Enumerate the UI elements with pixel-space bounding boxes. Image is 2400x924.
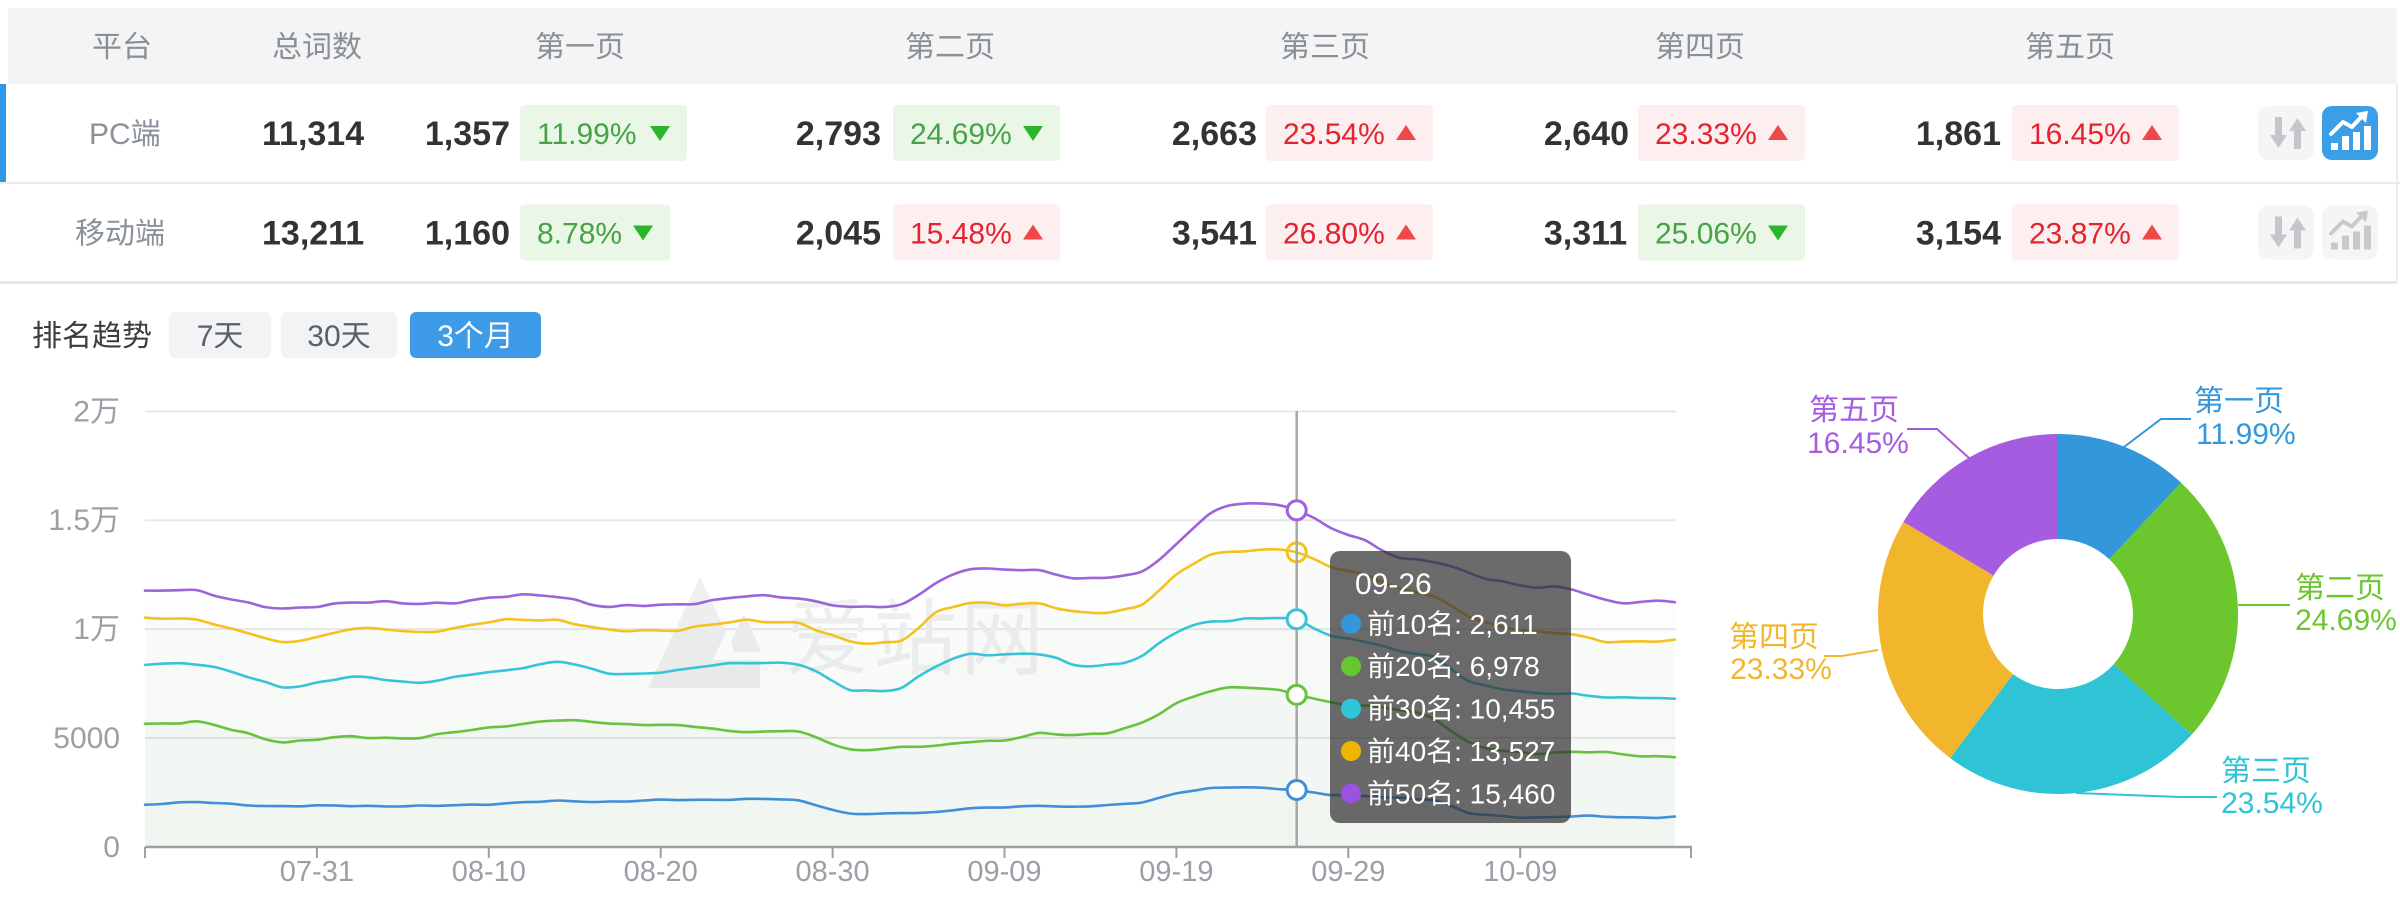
svg-text:08-10: 08-10	[452, 856, 526, 888]
svg-text:2,640: 2,640	[1544, 115, 1629, 153]
svg-text:09-26: 09-26	[1355, 568, 1432, 601]
svg-text:11.99%: 11.99%	[2196, 418, 2296, 451]
svg-text:30: 30	[1395, 694, 1426, 725]
svg-text:23.54%: 23.54%	[1283, 118, 1385, 151]
svg-text:24.69%: 24.69%	[910, 118, 1012, 151]
svg-text:10-09: 10-09	[1483, 856, 1557, 888]
svg-text:1.5: 1.5	[48, 504, 90, 537]
svg-text:23.87%: 23.87%	[2029, 218, 2131, 251]
svg-text:30: 30	[307, 320, 340, 353]
svg-text:13,211: 13,211	[262, 215, 364, 253]
svg-text:09-19: 09-19	[1139, 856, 1213, 888]
svg-text:26.80%: 26.80%	[1283, 218, 1385, 251]
svg-text:: 10,455: : 10,455	[1454, 694, 1555, 725]
svg-text:50: 50	[1395, 778, 1426, 809]
svg-text:7: 7	[197, 320, 214, 353]
svg-text:08-20: 08-20	[624, 856, 698, 888]
svg-text:11.99%: 11.99%	[537, 118, 637, 151]
svg-text:2: 2	[73, 396, 90, 429]
svg-text:0: 0	[103, 831, 120, 864]
svg-text:23.33%: 23.33%	[1730, 653, 1832, 686]
svg-text:40: 40	[1395, 736, 1426, 767]
svg-text:16.45%: 16.45%	[1807, 427, 1909, 460]
svg-text:08-30: 08-30	[796, 856, 870, 888]
svg-text:20: 20	[1395, 651, 1426, 682]
svg-text:3,541: 3,541	[1172, 215, 1257, 253]
svg-text:07-31: 07-31	[280, 856, 354, 888]
svg-text:24.69%: 24.69%	[2295, 604, 2397, 637]
svg-text:2,793: 2,793	[796, 115, 881, 153]
svg-text:1: 1	[73, 613, 90, 646]
svg-text:3,154: 3,154	[1916, 215, 2001, 253]
svg-text:: 13,527: : 13,527	[1454, 736, 1555, 767]
svg-text:2,663: 2,663	[1172, 115, 1257, 153]
svg-text:15.48%: 15.48%	[910, 218, 1012, 251]
svg-text:3,311: 3,311	[1544, 215, 1627, 253]
svg-text:1,357: 1,357	[425, 115, 510, 153]
svg-text:11,314: 11,314	[262, 115, 364, 153]
svg-text:2,045: 2,045	[796, 215, 881, 253]
svg-text:8.78%: 8.78%	[537, 218, 622, 251]
svg-text:23.33%: 23.33%	[1655, 118, 1757, 151]
svg-text:25.06%: 25.06%	[1655, 218, 1757, 251]
svg-text:: 6,978: : 6,978	[1454, 651, 1540, 682]
svg-text:09-29: 09-29	[1311, 856, 1385, 888]
svg-text:10: 10	[1395, 609, 1426, 640]
svg-text:09-09: 09-09	[967, 856, 1041, 888]
svg-text:: 2,611: : 2,611	[1454, 609, 1538, 640]
svg-text:: 15,460: : 15,460	[1454, 778, 1555, 809]
svg-text:16.45%: 16.45%	[2029, 118, 2131, 151]
svg-text:3: 3	[437, 320, 454, 353]
svg-text:1,160: 1,160	[425, 215, 510, 253]
svg-text:PC: PC	[89, 118, 131, 151]
svg-text:5000: 5000	[53, 722, 120, 755]
svg-text:23.54%: 23.54%	[2221, 787, 2323, 820]
svg-text:1,861: 1,861	[1916, 115, 2001, 153]
